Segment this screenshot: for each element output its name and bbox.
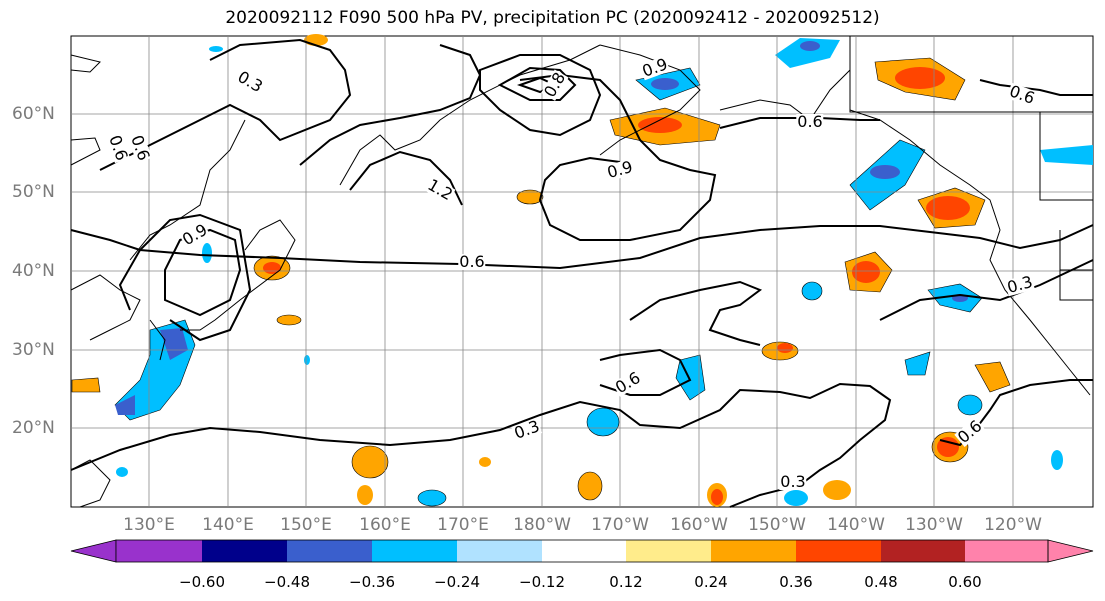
pv-contours: [70, 38, 1094, 508]
lon-label-170w: 170°W: [591, 515, 649, 535]
colorbar-tick: 0.48: [864, 573, 898, 591]
lon-label-180w: 180°W: [513, 515, 571, 535]
colorbar-tick: −0.24: [434, 573, 480, 591]
contour-label: 0.6: [796, 112, 824, 131]
colorbar-tick: −0.48: [264, 573, 310, 591]
lat-label-40n: 40°N: [12, 261, 55, 281]
gridlines: [71, 36, 1093, 507]
lon-label-160w: 160°W: [670, 515, 728, 535]
map-frame: [70, 35, 1094, 508]
colorbar-tick: 0.24: [694, 573, 728, 591]
lon-label-150w: 150°W: [748, 515, 806, 535]
colorbar: [70, 539, 1094, 563]
lat-label-30n: 30°N: [12, 340, 55, 360]
lon-label-130e: 130°E: [123, 515, 175, 535]
lon-label-140e: 140°E: [202, 515, 254, 535]
lat-label-20n: 20°N: [12, 418, 55, 438]
precip-shading: [71, 34, 1093, 507]
lon-label-130w: 130°W: [905, 515, 963, 535]
lon-label-160e: 160°E: [359, 515, 411, 535]
contour-label: 0.3: [779, 472, 807, 491]
contour-label: 0.6: [458, 252, 486, 271]
lon-label-150e: 150°E: [280, 515, 332, 535]
lon-label-140w: 140°W: [827, 515, 885, 535]
colorbar-tick: 0.60: [948, 573, 982, 591]
map-title: 2020092112 F090 500 hPa PV, precipitatio…: [225, 8, 880, 28]
colorbar-tick: −0.12: [519, 573, 565, 591]
lon-label-120w: 120°W: [984, 515, 1042, 535]
lon-label-170e: 170°E: [437, 515, 489, 535]
colorbar-tick: 0.12: [609, 573, 643, 591]
colorbar-tick: 0.36: [779, 573, 813, 591]
colorbar-tick: −0.60: [179, 573, 225, 591]
lat-label-50n: 50°N: [12, 182, 55, 202]
colorbar-tick: −0.36: [349, 573, 395, 591]
lat-label-60n: 60°N: [12, 104, 55, 124]
